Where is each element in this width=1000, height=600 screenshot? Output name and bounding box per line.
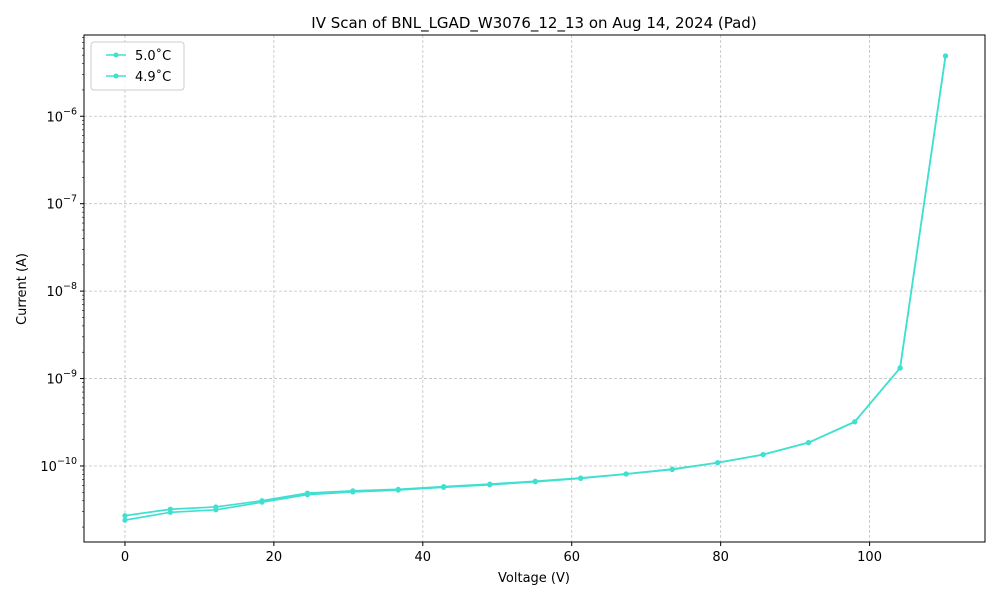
series-1-point: [715, 460, 721, 466]
x-tick-label: 0: [121, 550, 129, 565]
y-axis: 10−10 10−9 10−8 10−7 10−6: [40, 37, 84, 528]
series-1-point: [395, 487, 401, 493]
series-1-point: [167, 509, 173, 515]
x-tick-label: 20: [266, 550, 283, 565]
legend-marker-5.0C: [113, 52, 119, 58]
series-1-point: [805, 440, 812, 446]
series-1-point: [942, 53, 949, 59]
series-1-point: [122, 517, 128, 523]
x-axis-label: Voltage (V): [498, 571, 570, 586]
y-tick-label: 10−6: [46, 106, 77, 125]
plot-frame: [83, 34, 986, 543]
series-1-point: [487, 482, 493, 488]
series-1-point: [578, 475, 584, 482]
y-tick-label: 10−10: [40, 456, 77, 475]
series-1-point: [441, 484, 447, 490]
series-1-point: [760, 451, 766, 458]
series-1-point: [669, 466, 675, 473]
x-tick-label: 100: [857, 550, 882, 565]
series-1-point: [897, 365, 903, 371]
y-axis-label: Current (A): [15, 253, 30, 325]
x-axis: 0 20 40 60 80 100: [121, 542, 882, 565]
series-1-point: [259, 499, 265, 505]
legend: 5.0˚C 4.9˚C: [90, 41, 185, 91]
chart-title: IV Scan of BNL_LGAD_W3076_12_13 on Aug 1…: [311, 14, 756, 33]
series-1-point: [623, 471, 629, 477]
series-1-point: [213, 507, 219, 513]
series-1-point: [304, 492, 310, 498]
y-tick-label: 10−7: [46, 194, 77, 213]
series-1-point: [532, 479, 538, 485]
data-series: [122, 53, 949, 523]
x-tick-label: 60: [563, 550, 580, 565]
legend-label-4.9C: 4.9˚C: [135, 69, 171, 85]
legend-label-5.0C: 5.0˚C: [135, 48, 171, 64]
y-tick-label: 10−9: [46, 369, 77, 388]
series-1-point: [350, 489, 356, 495]
grid: [84, 35, 985, 542]
legend-marker-4.9C: [113, 73, 119, 79]
x-tick-label: 80: [712, 550, 729, 565]
y-tick-label: 10−8: [46, 281, 77, 300]
series-0-point: [122, 513, 128, 519]
series-1-point: [852, 419, 858, 425]
x-tick-label: 40: [415, 550, 432, 565]
